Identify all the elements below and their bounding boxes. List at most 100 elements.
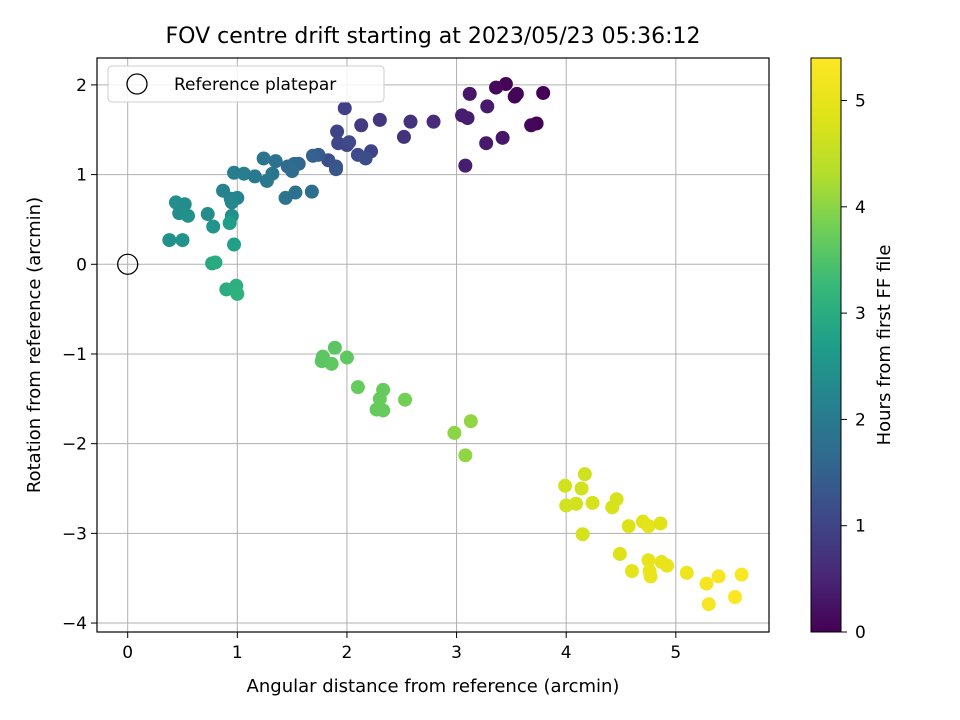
data-point [268,154,283,169]
x-tick-label: 5 [670,643,681,663]
y-tick-label: −2 [62,435,87,455]
y-tick-label: −4 [62,614,87,634]
data-point [679,565,694,580]
x-axis-label: Angular distance from reference (arcmin) [247,676,620,697]
colorbar-tick-label: 1 [855,517,866,537]
data-point [328,162,343,177]
y-tick-label: −1 [62,345,87,365]
data-point [337,101,352,116]
colorbar-label: Hours from first FF file [874,245,895,446]
data-point [358,151,373,166]
y-tick-label: −3 [62,524,87,544]
data-point [330,124,345,139]
data-point [462,86,477,101]
data-point [699,576,714,591]
data-point [577,467,592,482]
data-point [354,118,369,133]
data-point [660,558,675,573]
colorbar-tick-label: 3 [855,304,866,324]
data-point [342,135,357,150]
data-point [612,546,627,561]
data-point [507,89,522,104]
data-point [479,136,494,151]
data-point [641,519,656,534]
y-axis-label: Rotation from reference (arcmin) [24,197,45,493]
data-point [256,151,271,166]
data-point [200,207,215,222]
y-tick-label: 1 [76,166,87,186]
data-point [224,195,239,210]
data-point [247,169,262,184]
data-point [653,516,668,531]
data-point [285,164,300,179]
data-point [458,158,473,173]
data-point [372,112,387,127]
x-tick-label: 4 [561,643,572,663]
data-point [621,519,636,534]
data-point [585,495,600,510]
data-point [575,527,590,542]
colorbar-tick-label: 4 [855,198,866,218]
data-point [324,356,339,371]
y-axis-ticks: −4 −3 −2 −1 0 1 2 [62,76,97,634]
data-point [327,340,342,355]
x-tick-label: 3 [451,643,462,663]
x-tick-label: 0 [122,643,133,663]
data-point [447,425,462,440]
data-point [624,564,639,579]
legend-marker [126,73,148,95]
grid-lines [97,58,769,632]
colorbar-tick-label: 5 [855,92,866,112]
data-point [222,216,237,231]
y-tick-label: 2 [76,76,87,96]
x-axis-ticks: 0 1 2 3 4 5 [122,632,681,663]
data-point [278,190,293,205]
colorbar [810,57,842,633]
data-point [605,500,620,515]
data-point [162,233,177,248]
data-point [458,448,473,463]
data-point [460,111,475,126]
data-point [495,130,510,145]
data-point [734,567,749,582]
data-point [728,590,743,605]
data-point [230,286,245,301]
data-point [350,380,365,395]
data-point [339,350,354,365]
legend-box [107,65,385,103]
data-point [208,255,223,270]
colorbar-tick-label: 0 [855,623,866,643]
data-point [558,478,573,493]
data-point [398,392,413,407]
legend-label: Reference platepar [174,75,336,95]
reference-marker-group [117,253,139,275]
data-point [259,173,274,188]
data-point [227,165,242,180]
data-point [403,114,418,129]
data-point [641,553,656,568]
data-point [180,208,195,223]
data-point [463,414,478,429]
data-point [304,184,319,199]
data-point [536,85,551,100]
data-point [305,148,320,163]
legend: Reference platepar [107,65,385,103]
data-point [426,114,441,129]
data-point [489,80,504,95]
data-point [227,237,242,252]
plot-frame [96,57,770,633]
reference-platepar-marker [117,253,139,275]
data-point [711,569,726,584]
x-tick-label: 1 [232,643,243,663]
data-points [162,77,749,612]
data-point [480,99,495,114]
data-point [372,391,387,406]
colorbar-tick-label: 2 [855,410,866,430]
colorbar-ticks: 0 1 2 3 4 5 [841,92,866,643]
data-point [216,183,231,198]
x-tick-label: 2 [342,643,353,663]
data-point [574,481,589,496]
data-point [559,498,574,513]
data-point [396,129,411,144]
